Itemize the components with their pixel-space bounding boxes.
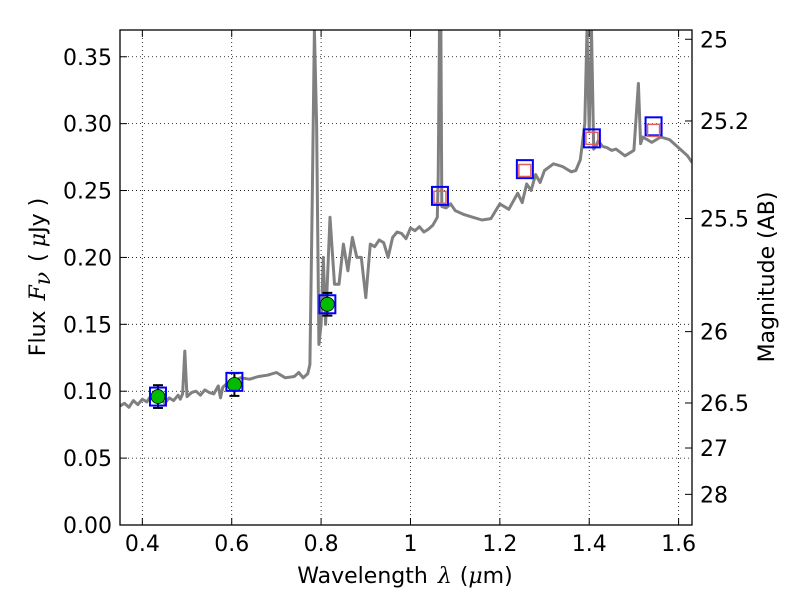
x-tick-label: 1.4 — [572, 532, 607, 557]
y2-tick-label: 25.5 — [700, 208, 749, 233]
x-tick-label: 1.6 — [661, 532, 696, 557]
predicted-square-marker — [518, 163, 532, 178]
x-tick-label: 0.8 — [304, 532, 339, 557]
y-tick-label: 0.15 — [63, 313, 112, 338]
x-tick-label: 1.2 — [482, 532, 517, 557]
x-tick-label: 0.6 — [214, 532, 249, 557]
y2-tick-label: 25.2 — [700, 110, 749, 135]
y2-tick-label: 28 — [700, 483, 728, 508]
model-square-marker — [515, 159, 534, 180]
y2-tick-label: 26.5 — [700, 392, 749, 417]
y2-tick-label: 26 — [700, 321, 728, 346]
y-tick-label: 0.30 — [63, 113, 112, 138]
y-axis-label: FluxFν(μJy ) — [26, 198, 56, 356]
x-tick-label: 0.4 — [125, 532, 160, 557]
data-point — [319, 296, 335, 312]
plot-frame — [119, 29, 693, 526]
predicted-square-marker — [646, 123, 661, 138]
model-square-marker — [225, 371, 244, 392]
x-axis-label: Wavelength λ (μm) — [297, 564, 512, 589]
model-square-marker — [644, 116, 663, 137]
predicted-square-marker — [585, 131, 599, 146]
predicted-square-marker — [433, 190, 447, 204]
y-tick-label: 0.00 — [63, 514, 112, 539]
y2-axis-label: Magnitude (AB) — [755, 192, 780, 363]
plot-area — [120, 30, 692, 409]
y-tick-label: 0.20 — [63, 246, 112, 271]
model-square-marker — [148, 386, 167, 407]
model-square-marker — [430, 185, 449, 206]
y-tick-label: 0.35 — [63, 46, 112, 71]
model-square-marker — [318, 294, 337, 315]
data-point — [150, 389, 166, 404]
y-tick-label: 0.05 — [63, 447, 112, 472]
axis-ticks: 0.4 0.6 0.8 1 1.2 1.4 1.6 0.00 0.05 0.10 0.15 0.20 0… — [63, 28, 749, 557]
grid-lines — [120, 30, 692, 526]
data-point — [226, 377, 242, 392]
y-tick-label: 0.25 — [63, 180, 112, 205]
series-layer — [120, 30, 692, 409]
y2-tick-label: 25 — [700, 28, 728, 53]
spectrum-line — [120, 30, 692, 409]
y-tick-label: 0.10 — [63, 380, 112, 405]
y2-tick-label: 27 — [700, 437, 728, 462]
model-square-marker — [582, 128, 601, 149]
x-tick-label: 1 — [403, 532, 417, 557]
